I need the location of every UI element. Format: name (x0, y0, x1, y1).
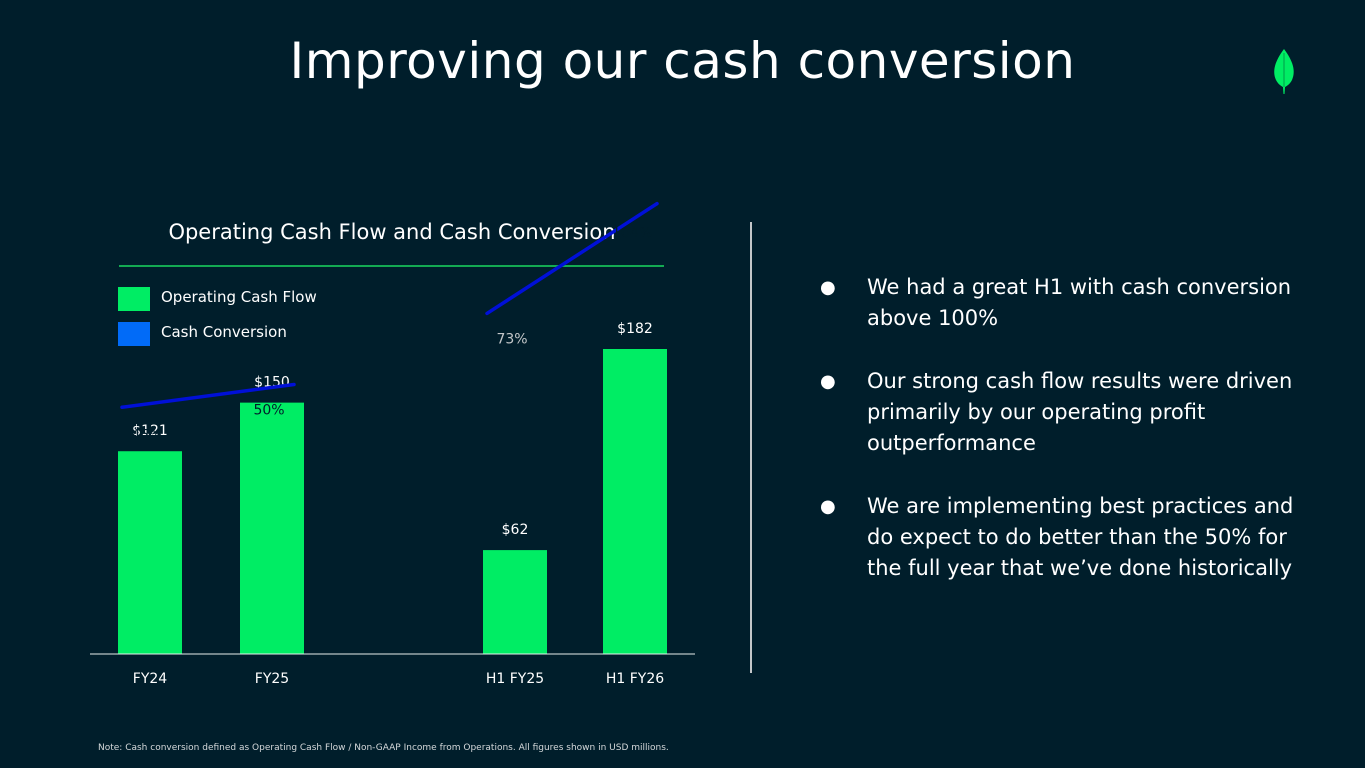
cash-conversion-line (485, 201, 659, 316)
bar-fy24 (118, 451, 182, 654)
bar-value-label: $182 (617, 321, 653, 337)
footnote: Note: Cash conversion defined as Operati… (98, 743, 669, 753)
legend-label-cash-conversion: Cash Conversion (161, 323, 287, 341)
bullet-text: We had a great H1 with cash conversion a… (867, 275, 1292, 330)
bullet-list: ● We had a great H1 with cash conversion… (820, 272, 1320, 616)
bullet-item: ● We are implementing best practices and… (820, 491, 1320, 584)
bullet-dot-icon: ● (820, 277, 836, 298)
cash-conversion-label: 73% (496, 331, 527, 347)
bar-fy25 (240, 402, 304, 654)
legend-swatch-operating-cash-flow (118, 287, 150, 311)
x-tick-label: H1 FY26 (606, 671, 664, 687)
chart-title: Operating Cash Flow and Cash Conversion (168, 220, 616, 244)
x-tick-label: FY25 (255, 671, 289, 687)
bullet-dot-icon: ● (820, 371, 836, 392)
bullet-dot-icon: ● (820, 496, 836, 517)
chart-title-rule (119, 265, 664, 267)
bar-h1-fy25 (483, 550, 547, 654)
mongodb-leaf-icon (1274, 49, 1294, 94)
bullet-text: Our strong cash flow results were driven… (867, 369, 1293, 455)
bullet-item: ● We had a great H1 with cash conversion… (820, 272, 1320, 334)
cash-conversion-label: 45% (131, 427, 162, 443)
cash-conversion-line (120, 382, 296, 409)
cash-conversion-label: 50% (253, 403, 284, 419)
x-tick-label: FY24 (133, 671, 168, 687)
legend-label-operating-cash-flow: Operating Cash Flow (161, 288, 317, 306)
page-title: Improving our cash conversion (289, 32, 1076, 90)
x-tick-label: H1 FY25 (486, 671, 544, 687)
bar-value-label: $62 (502, 522, 529, 538)
cash-conversion-label: 104% (612, 226, 652, 242)
legend-swatch-cash-conversion (118, 322, 150, 346)
bar-h1-fy26 (603, 349, 667, 654)
bullet-text: We are implementing best practices and d… (867, 494, 1294, 580)
bar-value-label: $121 (132, 423, 168, 439)
column-divider (750, 222, 752, 673)
bullet-item: ● Our strong cash flow results were driv… (820, 366, 1320, 459)
